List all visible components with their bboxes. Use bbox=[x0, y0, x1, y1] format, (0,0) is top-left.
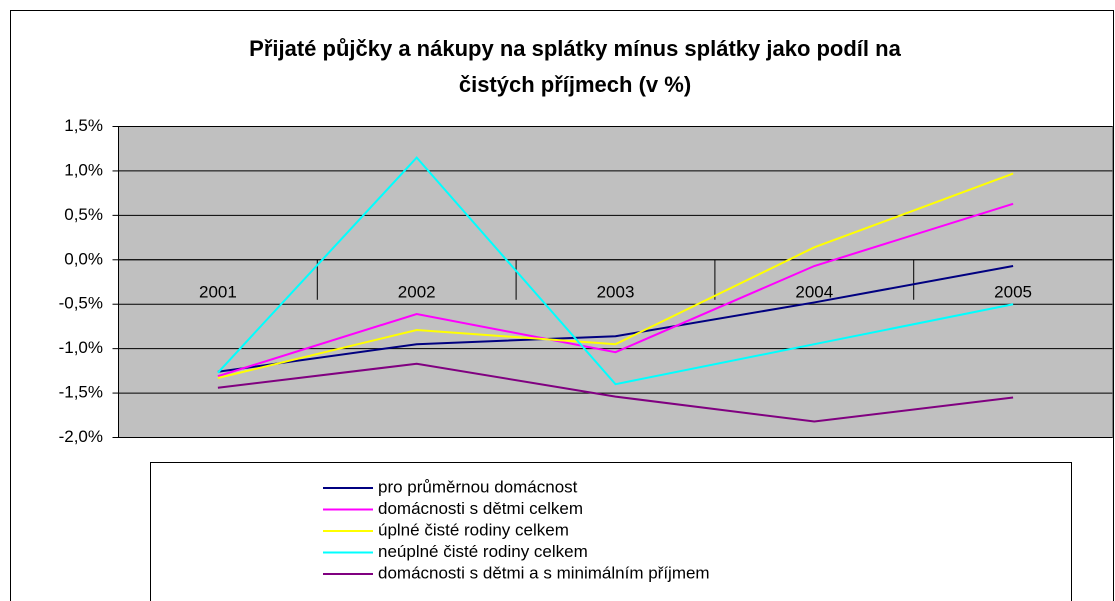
y-tick-label: 0,5% bbox=[64, 205, 103, 224]
x-tick-label: 2003 bbox=[597, 282, 635, 301]
y-tick-label: -0,5% bbox=[59, 294, 103, 313]
series-line bbox=[217, 265, 1014, 373]
legend-label: domácnosti s dětmi celkem bbox=[378, 499, 583, 518]
series-line bbox=[217, 156, 1014, 386]
y-tick-label: 1,0% bbox=[64, 160, 103, 179]
legend-label: domácnosti s dětmi a s minimálním příjme… bbox=[378, 563, 710, 582]
legend-label: pro průměrnou domácnost bbox=[378, 477, 578, 496]
y-tick-label: -1,0% bbox=[59, 338, 103, 357]
y-tick-label: -2,0% bbox=[59, 427, 103, 446]
series-line bbox=[217, 172, 1014, 379]
y-tick-label: 0,0% bbox=[64, 249, 103, 268]
legend-box bbox=[150, 462, 1072, 601]
chart-title: Přijaté půjčky a nákupy na splátky mínus… bbox=[249, 36, 901, 61]
legend-label: neúplné čisté rodiny celkem bbox=[378, 542, 588, 561]
y-tick-label: -1,5% bbox=[59, 383, 103, 402]
legend-label: úplné čisté rodiny celkem bbox=[378, 520, 569, 539]
x-tick-label: 2001 bbox=[199, 282, 237, 301]
series-line bbox=[217, 362, 1014, 423]
x-tick-label: 2005 bbox=[994, 282, 1032, 301]
y-tick-label: 1,5% bbox=[64, 116, 103, 135]
plot-area bbox=[118, 126, 1113, 438]
chart-title: čistých příjmech (v %) bbox=[459, 72, 691, 97]
series-line bbox=[217, 202, 1014, 378]
x-tick-label: 2004 bbox=[795, 282, 833, 301]
x-tick-label: 2002 bbox=[398, 282, 436, 301]
